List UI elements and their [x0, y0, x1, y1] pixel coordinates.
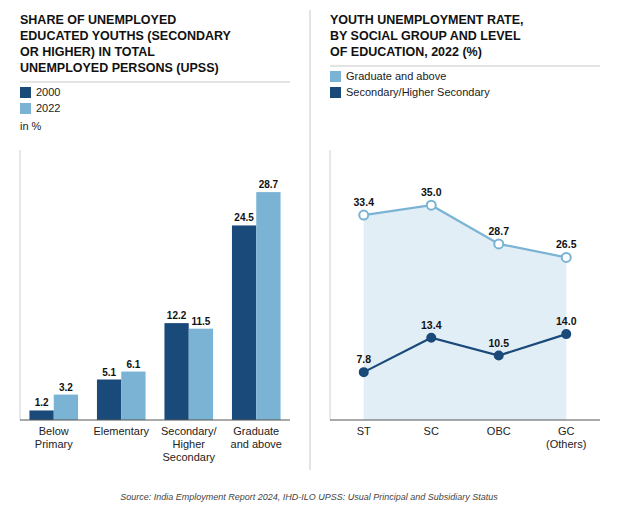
data-label: 11.5 [191, 316, 210, 327]
data-label: 12.2 [167, 310, 187, 321]
x-tick-label: Elementary [93, 425, 149, 437]
x-tick-label: SC [424, 425, 439, 437]
text-line: EDUCATED YOUTHS (SECONDARY [20, 29, 232, 43]
text-line: Primary [35, 438, 73, 450]
data-label: 3.2 [59, 382, 73, 393]
x-tick-label: GC(Others) [546, 425, 586, 450]
bar [232, 225, 256, 420]
legend-swatch [330, 71, 341, 82]
chart-page: SHARE OF UNEMPLOYED EDUCATED YOUTHS (SECO… [0, 0, 618, 514]
data-label: 14.0 [556, 315, 577, 327]
x-tick-label: Secondary/HigherSecondary [161, 425, 218, 463]
line [364, 205, 567, 257]
data-label: 28.7 [489, 225, 510, 237]
data-label: 7.8 [356, 353, 371, 365]
background [0, 0, 618, 514]
bar [121, 372, 145, 420]
text-line: ST [357, 425, 371, 437]
point [495, 352, 503, 360]
text-line: UNEMPLOYED PERSONS (UPSS) [20, 61, 219, 75]
bar [29, 410, 53, 420]
area [364, 205, 567, 420]
text-line: Graduate [233, 425, 279, 437]
point [562, 253, 571, 262]
data-label: 26.5 [556, 238, 577, 250]
data-label: 10.5 [489, 337, 510, 349]
x-tick-label: OBC [487, 425, 511, 437]
text-line: Secondary/ [161, 425, 218, 437]
y-axis-line [20, 150, 21, 420]
point [360, 368, 368, 376]
data-label: 28.7 [259, 179, 279, 190]
text-line: YOUTH UNEMPLOYMENT RATE, [330, 13, 524, 27]
bar [189, 329, 213, 420]
bar [164, 323, 188, 420]
chart-title: YOUTH UNEMPLOYMENT RATE, BY SOCIAL GROUP … [330, 13, 524, 59]
point [427, 201, 436, 210]
text-line: OF EDUCATION, 2022 (%) [330, 45, 482, 59]
text-line: OR HIGHER) IN TOTAL [20, 45, 155, 59]
plot-marks [29, 192, 280, 420]
source-note: Source: India Employment Report 2024, IH… [120, 492, 498, 502]
chart-panel: YOUTH UNEMPLOYMENT RATE, BY SOCIAL GROUP … [330, 13, 600, 450]
data-labels: 1.2 5.1 12.2 24.5 3.2 6.1 11.5 28.7 [35, 179, 279, 408]
legend-entry: Secondary/Higher Secondary [346, 86, 490, 98]
bar [97, 380, 121, 421]
chart-title: SHARE OF UNEMPLOYED EDUCATED YOUTHS (SECO… [20, 13, 232, 75]
data-label: 33.4 [354, 196, 375, 208]
point [494, 239, 503, 248]
legend-swatch [330, 87, 341, 98]
point [359, 211, 368, 220]
data-label: 24.5 [234, 212, 254, 223]
legend-entry: 2000 [36, 86, 60, 98]
chart-panel: SHARE OF UNEMPLOYED EDUCATED YOUTHS (SECO… [20, 13, 290, 463]
data-label: 5.1 [102, 367, 116, 378]
text-line: Secondary [162, 451, 215, 463]
data-label: 13.4 [421, 319, 442, 331]
point [427, 334, 435, 342]
data-label: 1.2 [35, 397, 49, 408]
legend-swatch [20, 103, 31, 114]
text-line: and above [231, 438, 282, 450]
text-line: (Others) [546, 438, 586, 450]
annotation: in % [20, 120, 42, 132]
legend: Graduate and above Secondary/Higher Secon… [330, 70, 490, 98]
legend-entry: 2022 [36, 102, 60, 114]
x-axis-line [330, 420, 600, 421]
x-tick-label: BelowPrimary [35, 425, 73, 450]
text-line: Higher [173, 438, 206, 450]
x-tick-label: Graduateand above [231, 425, 282, 450]
text-line: Elementary [93, 425, 149, 437]
bar [54, 395, 78, 420]
text-line: GC [558, 425, 575, 437]
line [364, 334, 567, 372]
text-line: SHARE OF UNEMPLOYED [20, 13, 176, 27]
legend-swatch [20, 87, 31, 98]
legend: 2000 2022 [20, 86, 60, 114]
text-line: SC [424, 425, 439, 437]
x-axis-line [20, 420, 290, 421]
title-divider [330, 66, 600, 67]
legend-entry: Graduate and above [346, 70, 446, 82]
bar [256, 192, 280, 420]
text-line: BY SOCIAL GROUP AND LEVEL [330, 29, 521, 43]
data-label: 6.1 [126, 359, 140, 370]
panel-divider [310, 10, 311, 470]
data-label: 35.0 [421, 186, 442, 198]
data-labels: 33.4 35.0 28.7 26.5 7.8 13.4 10.5 14.0 [354, 186, 577, 365]
text-line: OBC [487, 425, 511, 437]
point [562, 330, 570, 338]
y-axis-line [330, 150, 331, 420]
x-tick-label: ST [357, 425, 371, 437]
text-line: Below [39, 425, 69, 437]
title-divider [20, 82, 290, 83]
plot-marks [359, 201, 571, 420]
